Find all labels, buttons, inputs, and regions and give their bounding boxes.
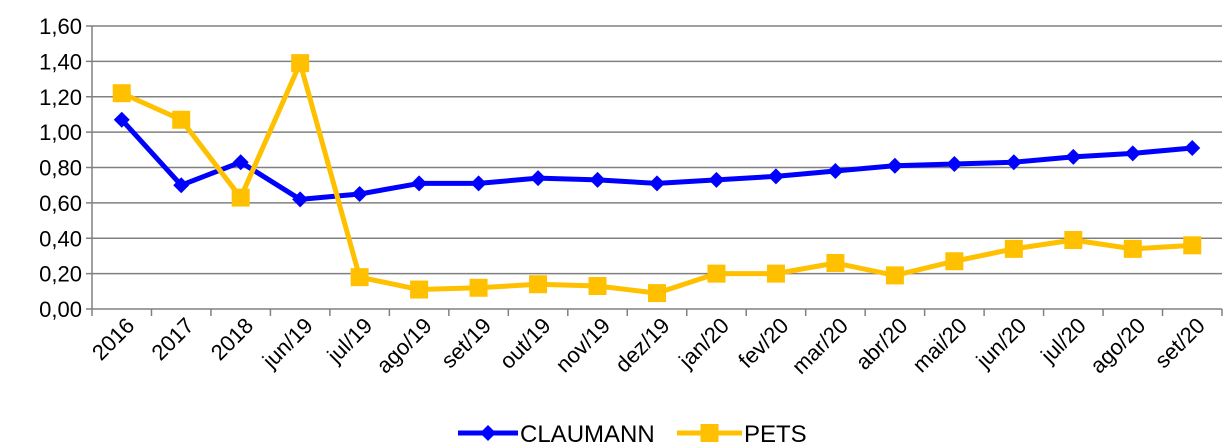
data-point [766, 264, 785, 283]
data-point [946, 155, 963, 172]
data-point [469, 278, 488, 297]
y-tick-label: 0,00 [39, 297, 82, 322]
data-point [292, 191, 309, 208]
data-point [826, 254, 845, 273]
data-point [411, 175, 428, 192]
data-point [707, 264, 726, 283]
data-point [231, 188, 250, 207]
data-point [1004, 239, 1023, 258]
data-point [173, 177, 190, 194]
y-axis-ticks: 0,00 0,20 0,40 0,60 0,80 1,00 1,20 1,40 1,60 [39, 14, 92, 322]
data-point [530, 170, 547, 187]
data-point [945, 252, 964, 271]
data-point [648, 284, 666, 303]
data-point [589, 171, 606, 188]
series-pets [112, 54, 1202, 303]
data-point [112, 84, 131, 103]
y-tick-label: 0,60 [39, 191, 82, 216]
data-point [708, 171, 725, 188]
legend-marker [700, 424, 719, 442]
legend-item-claumann: CLAUMANN [458, 421, 655, 447]
x-tick-label: fev/20 [733, 313, 793, 373]
x-tick-label: out/19 [495, 313, 556, 374]
data-point [588, 277, 607, 296]
data-point [1124, 145, 1141, 162]
x-tick-label: jul/20 [1035, 313, 1091, 369]
series-group [112, 54, 1202, 303]
data-point [767, 168, 784, 185]
x-tick-label: ago/19 [371, 313, 436, 378]
x-tick-label: 2016 [87, 313, 139, 365]
y-tick-label: 0,80 [39, 156, 82, 181]
data-point [291, 54, 310, 73]
y-tick-label: 1,20 [39, 85, 82, 110]
data-point [885, 266, 904, 285]
data-point [1183, 236, 1202, 255]
data-point [649, 175, 665, 192]
x-tick-label: set/20 [1150, 313, 1210, 373]
x-tick-label: jun/20 [971, 313, 1032, 374]
data-point [232, 154, 249, 171]
data-point [1065, 148, 1082, 165]
data-point [410, 280, 429, 299]
x-tick-label: abr/20 [851, 313, 913, 375]
data-point [470, 175, 487, 192]
x-tick-label: mai/20 [908, 313, 972, 377]
x-tick-label: 2017 [146, 313, 198, 365]
x-tick-label: nov/19 [551, 313, 615, 377]
data-point [1184, 140, 1201, 157]
x-tick-label: 2018 [206, 313, 258, 365]
data-point [113, 111, 130, 128]
data-point [172, 110, 191, 129]
x-tick-label: set/19 [436, 313, 496, 373]
x-tick-label: mar/20 [787, 313, 853, 379]
legend-label: CLAUMANN [520, 421, 655, 447]
x-tick-label: jan/20 [673, 313, 734, 374]
data-point [886, 157, 903, 174]
y-tick-label: 0,20 [39, 262, 82, 287]
data-point [350, 268, 369, 287]
x-tick-label: jun/19 [257, 313, 318, 374]
y-tick-label: 1,00 [39, 120, 82, 145]
data-point [351, 186, 368, 203]
data-point [529, 275, 548, 294]
y-tick-label: 0,40 [39, 226, 82, 251]
data-point [1064, 231, 1083, 250]
y-tick-label: 1,40 [39, 49, 82, 74]
y-tick-label: 1,60 [39, 14, 82, 39]
series-claumann [113, 111, 1201, 208]
x-tick-label: ago/20 [1085, 313, 1150, 378]
legend-label: PETS [744, 421, 807, 447]
legend: CLAUMANN PETS [458, 421, 807, 447]
gridlines [92, 25, 1222, 275]
legend-marker [480, 425, 496, 441]
legend-item-pets: PETS [677, 421, 807, 447]
data-point [1005, 154, 1022, 171]
x-tick-label: jul/19 [322, 313, 378, 369]
data-point [1123, 239, 1142, 258]
data-point [827, 163, 844, 180]
x-tick-label: dez/19 [610, 313, 674, 377]
